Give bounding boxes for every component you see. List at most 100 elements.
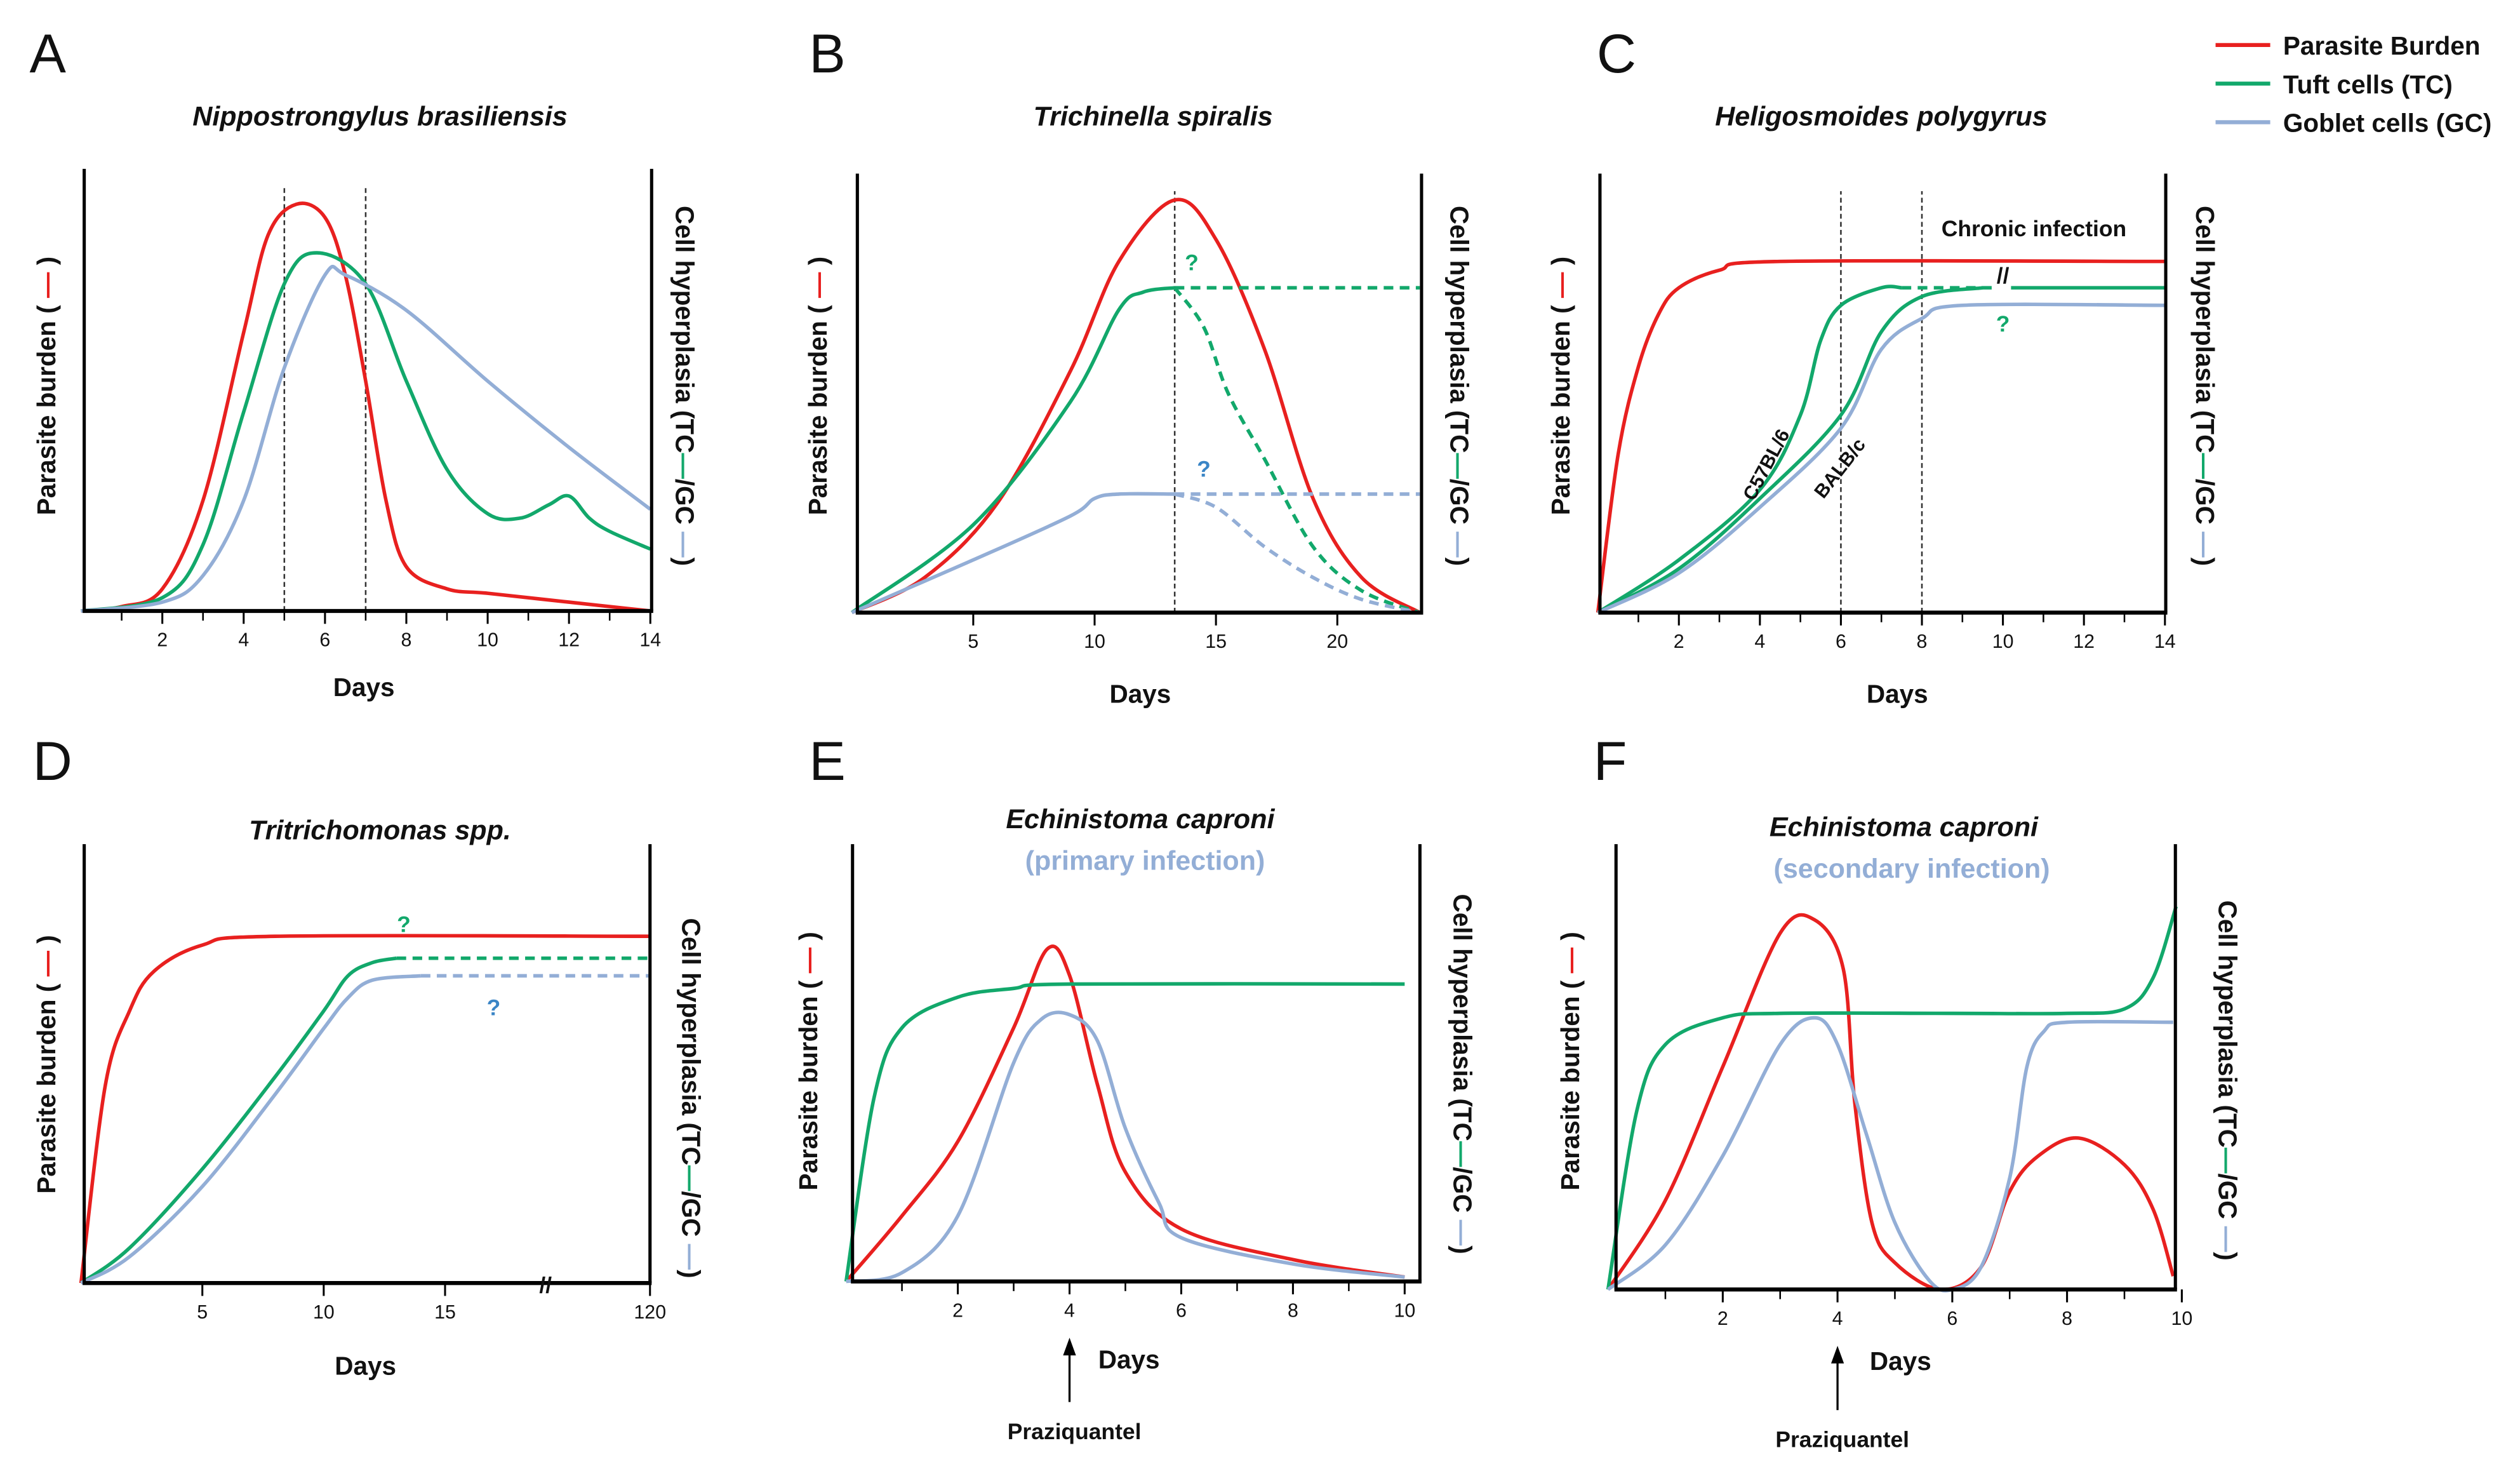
panel-a: A Nippostrongylus brasiliensis 2 4 6 8 10 12 14 D… xyxy=(30,23,700,702)
series-line-tuft-cells-tc xyxy=(1597,285,1902,614)
x-tick-label: 6 xyxy=(1176,1300,1187,1321)
series-line-goblet-cells-gc xyxy=(851,492,1175,615)
y-label-text: ) xyxy=(2190,558,2220,567)
y-axis-label-left: Parasite burden ( — ) xyxy=(803,257,832,515)
axis-break-mark: // xyxy=(539,1272,552,1298)
y-label-text: Cell hyperplasia (TC xyxy=(2190,206,2220,453)
y-label-text: Parasite burden xyxy=(794,996,823,1190)
y-label-key: ( xyxy=(1546,298,1575,321)
x-tick-label: 8 xyxy=(1917,631,1928,652)
y-label-text: Parasite burden xyxy=(1546,321,1575,515)
series-line-tuft-cells-tc xyxy=(844,982,1405,1282)
green-dash-key: — xyxy=(676,1165,705,1191)
x-tick-label: 10 xyxy=(1084,631,1105,652)
x-tick-label: 12 xyxy=(558,630,580,651)
x-tick-label: 10 xyxy=(477,630,498,651)
x-tick-label: 4 xyxy=(1832,1308,1843,1329)
annotation: Chronic infection xyxy=(1942,216,2126,241)
panel-title: Echinistoma caproni xyxy=(1770,812,2039,842)
x-tick-label: 8 xyxy=(2062,1308,2072,1329)
series-line-tuft-cells-tc xyxy=(81,251,651,613)
green-dash-key: — xyxy=(2213,1148,2243,1174)
y-axis-label-left: Parasite burden ( — ) xyxy=(1546,257,1575,515)
x-tick-label: 12 xyxy=(2073,631,2095,652)
x-axis-label: Days xyxy=(1109,679,1171,708)
y-label-text: Parasite burden xyxy=(32,999,61,1193)
x-tick-label: 10 xyxy=(1992,631,2014,652)
x-tick-label: 5 xyxy=(968,631,978,652)
annotation: ? xyxy=(487,995,501,1021)
y-label-key: ( xyxy=(794,973,823,996)
y-label-text: Parasite burden xyxy=(1556,996,1585,1190)
y-label-text: /GC xyxy=(2213,1174,2243,1219)
x-axis-label: Days xyxy=(335,1352,396,1381)
y-label-key: ( xyxy=(32,298,61,321)
y-label-text: Cell hyperplasia (TC xyxy=(1444,206,1474,453)
y-axis-label-left: Parasite burden ( — ) xyxy=(32,935,61,1193)
red-dash-key: — xyxy=(1546,272,1575,298)
blue-dash-key: — xyxy=(1444,525,1474,558)
annotation: // xyxy=(1997,263,2010,288)
green-dash-key: — xyxy=(1444,453,1474,479)
panel-f: F Echinistoma caproni (secondary infection… xyxy=(1556,731,2243,1453)
x-tick-label: 2 xyxy=(1674,631,1684,652)
panel-title: Heligosmoides polygyrus xyxy=(1715,101,2047,131)
y-label-text: /GC xyxy=(2190,479,2220,525)
series-line-tuft-cells-tc xyxy=(79,956,397,1285)
series-line-parasite-burden xyxy=(1596,258,2165,613)
panel-title: Echinistoma caproni xyxy=(1006,804,1275,835)
x-tick-label: 4 xyxy=(238,630,249,651)
y-label-text: Cell hyperplasia (TC xyxy=(2213,901,2243,1148)
series-line-goblet-cells-gc xyxy=(80,974,422,1285)
x-tick-label: 2 xyxy=(1717,1308,1728,1329)
annotation: ? xyxy=(397,911,411,937)
panels: A Nippostrongylus brasiliensis 2 4 6 8 10 12 14 D… xyxy=(30,23,2243,1453)
panel-b: B Trichinella spiralis 5 10 15 20 Days Parasite… xyxy=(803,23,1474,708)
x-axis-label: Days xyxy=(1867,679,1928,708)
series-line-goblet-cells-gc xyxy=(846,1010,1405,1284)
y-axis-label-right: Cell hyperplasia (TC—/GC —) xyxy=(1448,894,1477,1254)
series-line-parasite-burden xyxy=(81,201,651,613)
y-axis-label-left: Parasite burden ( — ) xyxy=(794,932,823,1190)
arrow-head-icon xyxy=(1830,1345,1844,1364)
y-label-text: /GC xyxy=(676,1191,705,1237)
x-tick-label: 2 xyxy=(952,1300,963,1321)
y-label-text: ) xyxy=(1448,1245,1477,1254)
y-axis-label-left: Parasite burden ( — ) xyxy=(32,257,61,515)
blue-dash-key: — xyxy=(670,525,699,558)
y-label-text: Cell hyperplasia (TC xyxy=(676,918,705,1165)
series-line-parasite-burden xyxy=(851,198,1421,615)
panel-letter: D xyxy=(33,731,72,792)
y-label-text: ) xyxy=(676,1270,705,1278)
series-line-parasite-burden xyxy=(79,934,650,1284)
x-tick-label: 10 xyxy=(313,1302,335,1323)
x-tick-label: 6 xyxy=(1947,1308,1957,1329)
x-tick-label: 120 xyxy=(634,1302,666,1323)
x-tick-label: 4 xyxy=(1754,631,1765,652)
y-label-text: Cell hyperplasia (TC xyxy=(670,206,699,453)
annotation: ? xyxy=(1185,250,1199,275)
panel-title: Nippostrongylus brasiliensis xyxy=(192,101,567,131)
x-tick-label: 20 xyxy=(1326,631,1348,652)
y-label-text: ) xyxy=(2213,1252,2243,1261)
legend-label: Goblet cells (GC) xyxy=(2283,109,2492,138)
y-label-text: /GC xyxy=(1448,1167,1477,1212)
red-dash-key: — xyxy=(794,947,823,973)
series-line-goblet-cells-gc xyxy=(1597,302,2165,615)
panel-title: Tritrichomonas spp. xyxy=(249,815,511,845)
blue-dash-key: — xyxy=(2190,525,2220,558)
series-line-tuft-cells-tc xyxy=(851,286,1175,614)
blue-dash-key: — xyxy=(1448,1212,1477,1245)
y-axis-label-right: Cell hyperplasia (TC—/GC —) xyxy=(1444,206,1474,566)
red-dash-key: — xyxy=(32,272,61,298)
y-label-key: ( xyxy=(1556,973,1585,996)
x-tick-label: 10 xyxy=(1394,1300,1415,1321)
y-label-text: /GC xyxy=(670,479,699,525)
red-dash-key: — xyxy=(32,950,61,976)
panel-letter: F xyxy=(1594,731,1627,792)
x-axis-label: Days xyxy=(1870,1346,1931,1376)
x-axis-label: Days xyxy=(333,673,395,702)
y-axis-label-right: Cell hyperplasia (TC—/GC —) xyxy=(670,206,699,566)
red-dash-key: — xyxy=(1556,947,1585,973)
